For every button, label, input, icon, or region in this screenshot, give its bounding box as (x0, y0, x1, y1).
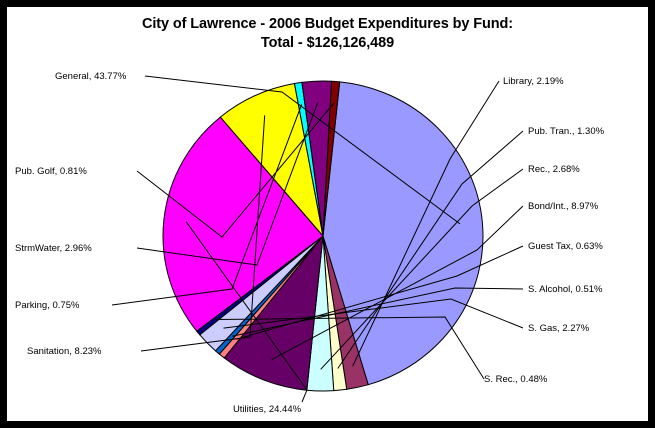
slice-label-strmwater: StrmWater, 2.96% (15, 243, 92, 254)
slice-label-s-alcohol: S. Alcohol, 0.51% (528, 284, 603, 295)
leader-line (215, 316, 485, 380)
slice-label-guest-tax: Guest Tax, 0.63% (528, 241, 603, 252)
chart-title-line-1: City of Lawrence - 2006 Budget Expenditu… (141, 16, 514, 32)
leader-line (136, 102, 335, 238)
leader-line (140, 115, 266, 352)
slice-label-utilities: Utilities, 24.44% (232, 404, 302, 415)
slice-label-rec: Rec., 2.68% (528, 164, 580, 175)
leader-line (111, 104, 303, 306)
leader-line-group (111, 75, 524, 403)
slice-label-parking: Parking, 0.75% (15, 300, 80, 311)
leader-line (232, 287, 524, 337)
slice-label-bond-int: Bond/Int., 8.97% (528, 201, 599, 212)
pie-slice[interactable] (162, 116, 324, 332)
pie-slice[interactable] (223, 234, 324, 391)
slice-label-s-gas: S. Gas, 2.27% (528, 323, 590, 334)
leader-line (144, 75, 461, 225)
pie-slice-group (162, 80, 484, 392)
pie-chart (111, 75, 524, 403)
chart-plot-area: City of Lawrence - 2006 Budget Expenditu… (7, 7, 648, 421)
slice-label-pub-golf: Pub. Golf, 0.81% (15, 166, 87, 177)
leader-line (185, 221, 308, 403)
slice-label-sanitation: Sanitation, 8.23% (27, 346, 102, 357)
pie-slice[interactable] (322, 80, 341, 237)
pie-slice[interactable] (322, 81, 484, 386)
leader-line (136, 102, 319, 266)
leader-line (352, 80, 500, 367)
chart-title: City of Lawrence - 2006 Budget Expenditu… (7, 15, 648, 53)
chart-title-line-2: Total - $126,126,489 (260, 35, 395, 51)
leader-line (320, 168, 524, 370)
leader-line (337, 130, 524, 369)
slice-label-library: Library, 2.19% (503, 76, 564, 87)
leader-line (271, 205, 524, 361)
slice-label-pub-tran: Pub. Tran., 1.30% (528, 126, 605, 137)
slice-label-general: General, 43.77% (55, 71, 127, 82)
slice-label-s-rec: S. Rec., 0.48% (484, 374, 548, 385)
